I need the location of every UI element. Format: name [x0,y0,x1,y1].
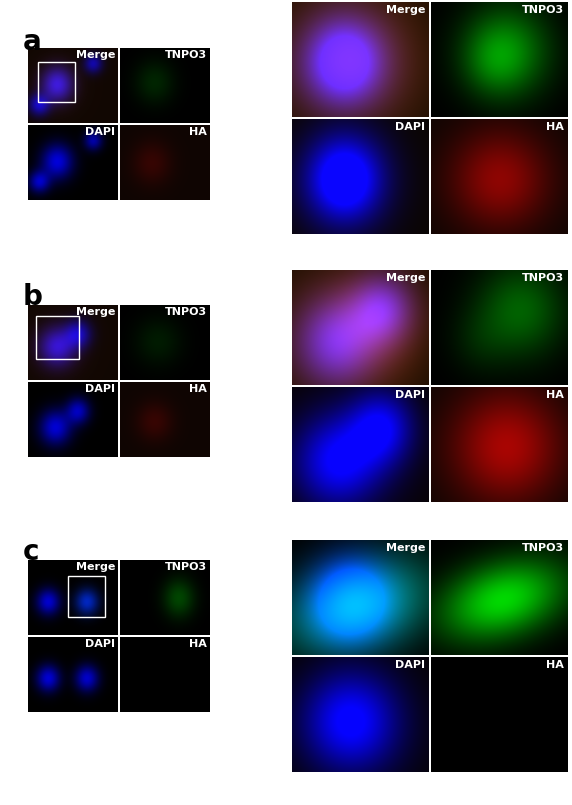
Text: Merge: Merge [76,562,116,572]
Text: DAPI: DAPI [85,127,116,137]
Text: TNPO3: TNPO3 [522,274,564,283]
Text: Merge: Merge [76,308,116,317]
Bar [35,316,78,360]
Text: Merge: Merge [76,50,116,60]
Text: DAPI: DAPI [395,660,425,671]
Text: b: b [22,283,42,311]
Text: HA: HA [189,127,207,137]
Text: HA: HA [189,639,207,650]
Text: TNPO3: TNPO3 [522,543,564,554]
Text: Merge: Merge [386,6,425,15]
Text: a: a [22,28,41,56]
Text: Merge: Merge [386,274,425,283]
Bar [67,576,105,617]
Text: DAPI: DAPI [395,390,425,400]
Text: DAPI: DAPI [395,122,425,133]
Text: HA: HA [546,660,564,671]
Text: TNPO3: TNPO3 [165,50,207,60]
Text: DAPI: DAPI [85,639,116,650]
Text: HA: HA [189,384,207,394]
Text: HA: HA [546,390,564,400]
Text: TNPO3: TNPO3 [165,308,207,317]
Text: Merge: Merge [386,543,425,554]
Text: DAPI: DAPI [85,384,116,394]
Bar [38,61,74,102]
Text: HA: HA [546,122,564,133]
Text: TNPO3: TNPO3 [522,6,564,15]
Text: TNPO3: TNPO3 [165,562,207,572]
Text: c: c [22,538,39,566]
